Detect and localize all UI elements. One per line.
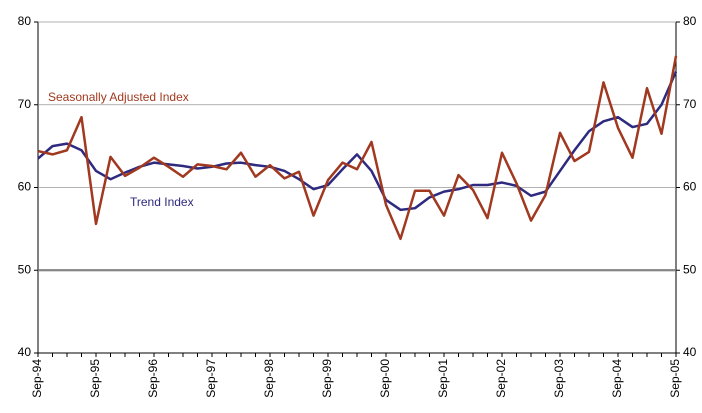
- x-tick-label: Sep-96: [146, 359, 160, 398]
- y-tick-label: 50: [18, 262, 32, 276]
- x-tick-label: Sep-01: [436, 359, 450, 398]
- y-tick-label: 80: [18, 14, 32, 28]
- series-label: Seasonally Adjusted Index: [48, 90, 189, 104]
- line-series: [37, 55, 678, 241]
- x-tick-label: Sep-98: [262, 359, 276, 398]
- x-tick-label: Sep-00: [378, 359, 392, 398]
- y2-tick-label: 70: [683, 97, 697, 111]
- y2-tick-label: 50: [683, 262, 697, 276]
- series-label: Trend Index: [130, 195, 194, 209]
- y2-tick-label: 80: [683, 14, 697, 28]
- y-tick-label: 40: [18, 345, 32, 359]
- x-tick-label: Sep-94: [30, 359, 44, 398]
- x-tick-label: Sep-95: [88, 359, 102, 398]
- y2-tick-label: 40: [683, 345, 697, 359]
- x-tick-label: Sep-97: [204, 359, 218, 398]
- y2-tick-label: 60: [683, 180, 697, 194]
- x-tick-label: Sep-05: [668, 359, 682, 398]
- x-tick-label: Sep-02: [494, 359, 508, 398]
- x-tick-label: Sep-99: [320, 359, 334, 398]
- x-tick-label: Sep-04: [610, 359, 624, 398]
- y-tick-label: 70: [18, 97, 32, 111]
- x-tick-label: Sep-03: [552, 359, 566, 398]
- y-tick-label: 60: [18, 180, 32, 194]
